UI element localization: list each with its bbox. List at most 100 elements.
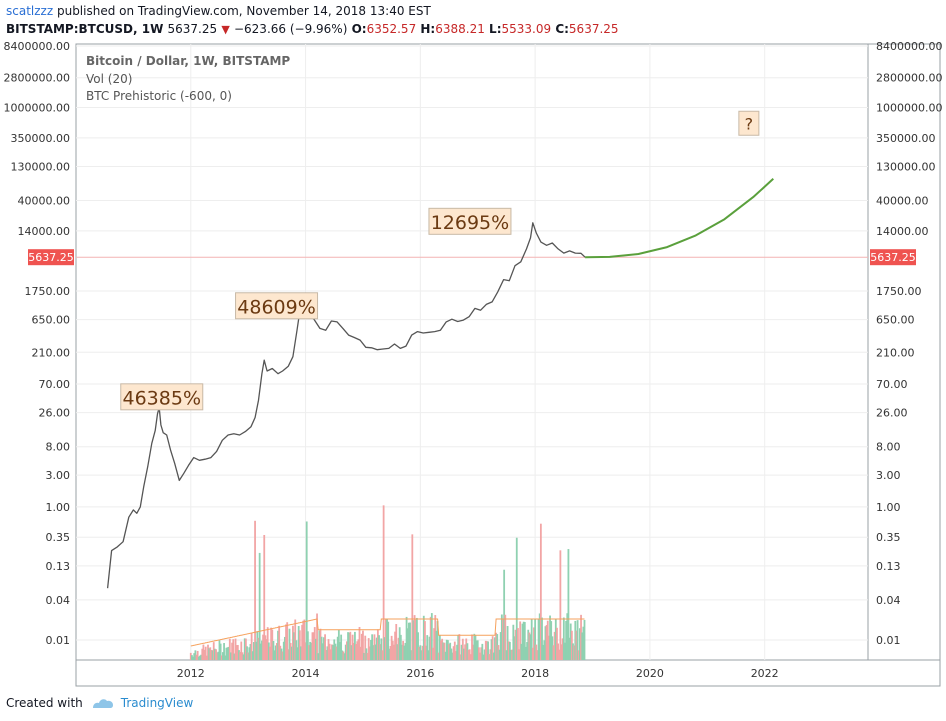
volume-bar xyxy=(390,635,393,660)
volume-bar xyxy=(466,643,469,660)
volume-ma-line xyxy=(190,618,585,647)
volume-bar xyxy=(398,627,401,660)
volume-bar xyxy=(500,614,503,660)
volume-bar xyxy=(549,615,551,660)
volume-bar xyxy=(289,642,292,660)
volume-bar xyxy=(436,621,439,660)
volume-bar xyxy=(403,645,406,660)
volume-bar xyxy=(189,652,192,660)
low-value: 5533.09 xyxy=(501,22,552,36)
volume-bar xyxy=(212,642,215,660)
volume-bar xyxy=(548,635,550,660)
volume-bar xyxy=(258,552,261,660)
volume-bar xyxy=(402,640,405,660)
volume-bar xyxy=(301,624,304,660)
volume-bar xyxy=(525,646,527,660)
volume-bar xyxy=(367,638,370,660)
high-label: H: xyxy=(420,22,436,36)
y-tick-label-left: 1750.00 xyxy=(25,285,71,298)
volume-bar xyxy=(235,645,238,660)
volume-bar xyxy=(391,640,394,660)
volume-bar xyxy=(393,644,395,660)
volume-bar xyxy=(242,654,245,660)
volume-bar xyxy=(405,616,408,660)
volume-bar xyxy=(319,628,322,660)
volume-bar xyxy=(527,629,530,660)
volume-bar xyxy=(340,634,343,660)
volume-bar xyxy=(320,636,323,660)
volume-bar xyxy=(530,619,533,660)
y-tick-label-right: 1000000.00 xyxy=(876,102,942,115)
volume-bar xyxy=(411,534,414,660)
volume-bar xyxy=(321,643,324,660)
volume-bar xyxy=(306,631,309,660)
volume-bar xyxy=(489,649,492,660)
annotation-box xyxy=(428,207,512,235)
price-tag-left: 5637.25 xyxy=(28,251,74,264)
volume-bar xyxy=(529,634,532,660)
volume-bar xyxy=(246,646,248,660)
volume-bar xyxy=(248,647,251,660)
volume-bar xyxy=(522,621,525,660)
volume-bar xyxy=(195,654,198,660)
volume-bar xyxy=(476,640,479,660)
footer: Created with TradingView xyxy=(6,696,193,710)
volume-bar xyxy=(256,631,259,660)
volume-bar xyxy=(365,648,368,660)
volume-bar xyxy=(567,549,570,660)
annotation-label: 48609% xyxy=(237,296,316,318)
volume-bar xyxy=(317,653,320,660)
volume-bar xyxy=(308,645,310,660)
volume-bar xyxy=(378,635,380,660)
tradingview-brand-link[interactable]: TradingView xyxy=(120,696,194,710)
volume-bar xyxy=(432,647,434,660)
volume-bar xyxy=(412,620,415,660)
volume-bar xyxy=(410,650,413,660)
tradingview-logo-icon[interactable] xyxy=(91,696,115,710)
volume-bar xyxy=(344,644,347,660)
y-tick-label-right: 26.00 xyxy=(876,407,908,420)
volume-bar xyxy=(577,650,580,660)
volume-bar xyxy=(251,651,254,660)
volume-bar xyxy=(232,639,235,660)
volume-bar xyxy=(220,655,223,660)
volume-bar xyxy=(557,643,559,660)
volume-bar xyxy=(290,646,293,660)
y-tick-label-left: 650.00 xyxy=(32,314,71,327)
volume-bar xyxy=(399,634,402,660)
volume-bar xyxy=(348,632,351,660)
volume-bar xyxy=(508,641,511,660)
volume-bar xyxy=(373,634,376,660)
volume-bar xyxy=(562,617,565,660)
annotation-box xyxy=(120,383,204,411)
volume-bar xyxy=(477,647,480,660)
y-tick-label-left: 40000.00 xyxy=(18,195,71,208)
chart-area[interactable]: 8400000.00 8400000.00 2800000.00 2800000.00… xyxy=(0,0,946,690)
low-label: L: xyxy=(489,22,502,36)
price-tag-right-bg xyxy=(870,249,916,266)
volume-bar xyxy=(487,641,489,660)
volume-bar xyxy=(474,635,477,660)
volume-bar xyxy=(534,618,537,660)
volume-bar xyxy=(499,632,502,660)
volume-bar xyxy=(192,656,194,660)
volume-bar xyxy=(196,650,199,660)
volume-bar xyxy=(208,648,211,660)
volume-bar xyxy=(259,643,262,660)
volume-bar xyxy=(302,620,305,660)
volume-bar xyxy=(569,623,572,660)
y-tick-label-right: 2800000.00 xyxy=(876,72,942,85)
volume-bar xyxy=(427,650,430,660)
volume-bar xyxy=(342,651,345,660)
volume-bar xyxy=(515,537,518,660)
volume-bar xyxy=(371,634,374,660)
volume-bar xyxy=(374,644,377,660)
author-link[interactable]: scatlzzz xyxy=(6,4,54,18)
volume-bar xyxy=(581,632,584,660)
volume-bar xyxy=(575,630,578,660)
y-tick-label-right: 70.00 xyxy=(876,378,908,391)
volume-bar xyxy=(490,639,493,660)
annotation-box xyxy=(738,110,760,136)
volume-bar xyxy=(498,649,501,660)
volume-bar xyxy=(504,614,507,660)
